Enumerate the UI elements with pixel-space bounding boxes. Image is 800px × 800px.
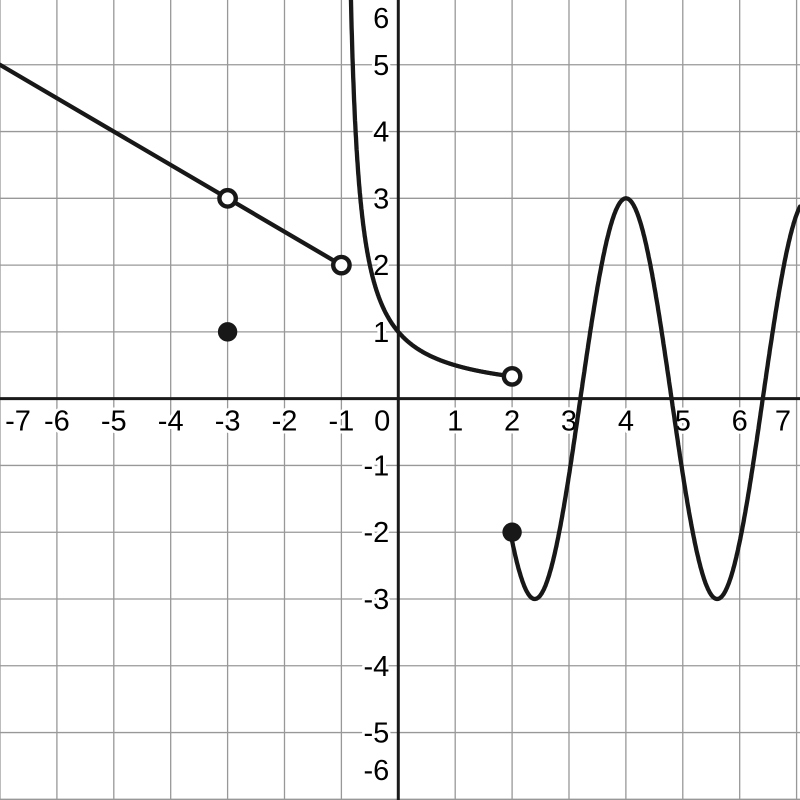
x-axis-tick-label: -1 — [328, 406, 354, 438]
y-axis-tick-label: 1 — [373, 317, 389, 349]
y-axis-tick-label: 3 — [373, 183, 389, 215]
y-axis-tick-label: -1 — [363, 450, 389, 482]
x-axis-tick-label: -3 — [215, 406, 241, 438]
x-axis-tick-label: -7 — [5, 406, 31, 438]
open-point — [217, 187, 238, 209]
x-axis-tick-label: 4 — [618, 406, 634, 438]
y-axis-tick-label: -2 — [363, 517, 389, 549]
reciprocal-branch-curve — [348, 0, 515, 379]
y-axis-tick-label: -5 — [363, 718, 389, 750]
x-axis-tick-label: -6 — [44, 406, 70, 438]
x-axis-tick-label: 0 — [374, 406, 390, 438]
y-axis-tick-label: -4 — [363, 651, 389, 683]
x-axis-tick-label: 1 — [447, 406, 463, 438]
y-axis-tick-label: -3 — [363, 584, 389, 616]
y-axis-tick-label: -6 — [363, 755, 389, 787]
x-axis-tick-label: 2 — [504, 406, 520, 438]
filled-point — [217, 322, 238, 342]
y-axis-tick-label: 4 — [373, 117, 389, 149]
x-axis-tick-label: -2 — [272, 406, 298, 438]
x-axis-tick-label: -5 — [101, 406, 127, 438]
x-axis-tick-label: 7 — [775, 406, 791, 438]
linear-branch-curve — [0, 62, 344, 268]
open-point — [501, 366, 523, 387]
y-axis-tick-label: 5 — [373, 50, 389, 82]
open-point — [330, 254, 352, 276]
x-axis-tick-label: 6 — [732, 406, 748, 438]
x-axis-tick-label: -4 — [158, 406, 184, 438]
sine-branch-curve — [509, 196, 800, 602]
filled-point — [502, 522, 522, 542]
y-axis-tick-label: 2 — [373, 250, 389, 282]
y-axis-tick-label: 6 — [373, 3, 389, 35]
